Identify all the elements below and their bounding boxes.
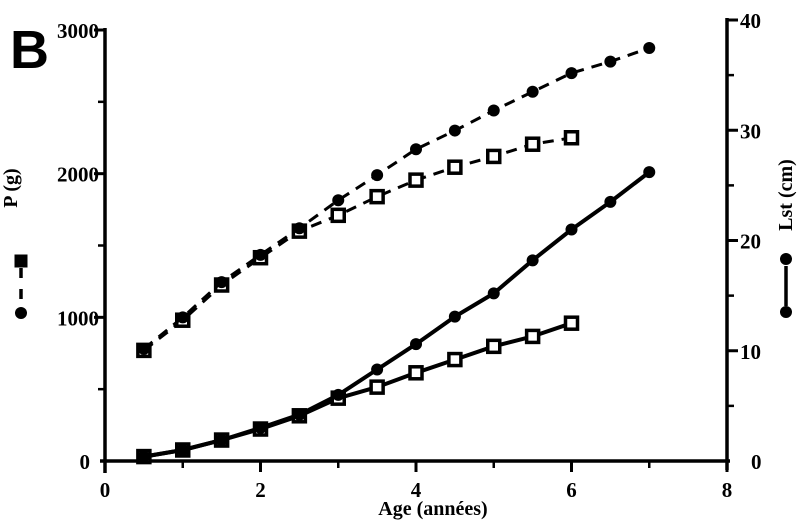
open-square-marker bbox=[486, 338, 502, 355]
series-Lst-filled-circle-solid bbox=[137, 166, 656, 463]
x-axis-title: Age (années) bbox=[378, 498, 487, 520]
filled-circle-marker bbox=[293, 408, 306, 421]
series-line-Lst-filled-circle-solid bbox=[143, 170, 651, 459]
filled-circle-marker bbox=[215, 434, 228, 447]
filled-circle-marker bbox=[643, 166, 656, 179]
filled-circle-marker bbox=[254, 248, 267, 261]
filled-circle-marker bbox=[448, 310, 461, 323]
y-right-tick-label: 30 bbox=[740, 119, 761, 143]
filled-circle-marker bbox=[410, 338, 422, 351]
filled-square-marker bbox=[14, 254, 28, 268]
open-square-marker bbox=[524, 136, 541, 152]
filled-circle-marker bbox=[604, 195, 617, 208]
open-square-marker bbox=[447, 159, 463, 175]
legend-layer bbox=[14, 253, 792, 319]
open-square-marker bbox=[330, 207, 346, 224]
filled-circle-marker bbox=[332, 194, 345, 207]
filled-circle-marker bbox=[176, 311, 189, 324]
open-square-marker bbox=[408, 172, 424, 188]
y-left-tick-label: 1000 bbox=[57, 306, 99, 330]
y-right-tick-label: 10 bbox=[740, 340, 761, 364]
open-square-marker bbox=[486, 148, 502, 165]
filled-circle-marker bbox=[604, 55, 617, 68]
filled-circle-marker bbox=[410, 143, 422, 156]
x-tick-label: 0 bbox=[100, 478, 111, 502]
open-square-marker bbox=[369, 379, 385, 395]
filled-circle-marker bbox=[448, 124, 461, 137]
x-tick-label: 8 bbox=[722, 478, 733, 502]
filled-circle-marker bbox=[137, 342, 150, 355]
filled-circle-marker bbox=[137, 450, 150, 463]
filled-circle-marker bbox=[487, 287, 500, 300]
y-left-axis-title: P (g) bbox=[0, 168, 22, 207]
y-left-tick-label: 2000 bbox=[57, 163, 99, 187]
y-right-tick-label: 40 bbox=[740, 9, 761, 33]
x-tick-label: 6 bbox=[566, 478, 577, 502]
y-right-axis-title: Lst (cm) bbox=[775, 159, 797, 231]
filled-circle-marker bbox=[176, 443, 189, 456]
filled-circle-marker bbox=[780, 253, 792, 265]
open-square-marker bbox=[563, 315, 580, 331]
filled-circle-marker bbox=[643, 41, 656, 54]
open-square-marker bbox=[447, 351, 463, 368]
legend-right-solid bbox=[780, 253, 792, 318]
x-tick-label: 4 bbox=[411, 478, 422, 502]
filled-circle-marker bbox=[15, 307, 27, 319]
panel-label: B bbox=[10, 20, 49, 80]
series-Lst-open-square-solid bbox=[136, 315, 580, 465]
filled-circle-marker bbox=[215, 276, 228, 289]
filled-circle-marker bbox=[371, 363, 384, 376]
series-P-filled-circle-dashed bbox=[137, 41, 656, 355]
open-square-marker bbox=[524, 328, 541, 345]
y-right-tick-label: 0 bbox=[751, 450, 762, 474]
series-line-Lst-open-square-solid bbox=[143, 321, 573, 459]
legend-left-dashed bbox=[14, 254, 28, 319]
filled-circle-marker bbox=[332, 388, 345, 401]
filled-circle-marker bbox=[487, 104, 500, 117]
filled-circle-marker bbox=[526, 254, 539, 267]
series-P-open-square-dashed bbox=[136, 130, 580, 359]
filled-circle-marker bbox=[254, 421, 267, 434]
open-square-marker bbox=[369, 188, 385, 205]
x-tick-label: 2 bbox=[255, 478, 266, 502]
open-square-marker bbox=[563, 130, 580, 146]
filled-circle-marker bbox=[565, 223, 578, 236]
filled-circle-marker bbox=[371, 169, 384, 182]
y-right-tick-label: 20 bbox=[740, 230, 761, 254]
filled-circle-marker bbox=[293, 222, 306, 235]
y-left-tick-label: 3000 bbox=[57, 19, 99, 43]
open-square-marker bbox=[408, 365, 424, 381]
filled-circle-marker bbox=[526, 85, 539, 98]
series-line-P-open-square-dashed bbox=[142, 136, 572, 352]
series-line-P-filled-circle-dashed bbox=[142, 46, 650, 351]
y-left-tick-label: 0 bbox=[80, 450, 91, 474]
series-layer bbox=[136, 41, 656, 465]
filled-circle-marker bbox=[565, 67, 578, 80]
filled-circle-marker bbox=[780, 306, 792, 318]
